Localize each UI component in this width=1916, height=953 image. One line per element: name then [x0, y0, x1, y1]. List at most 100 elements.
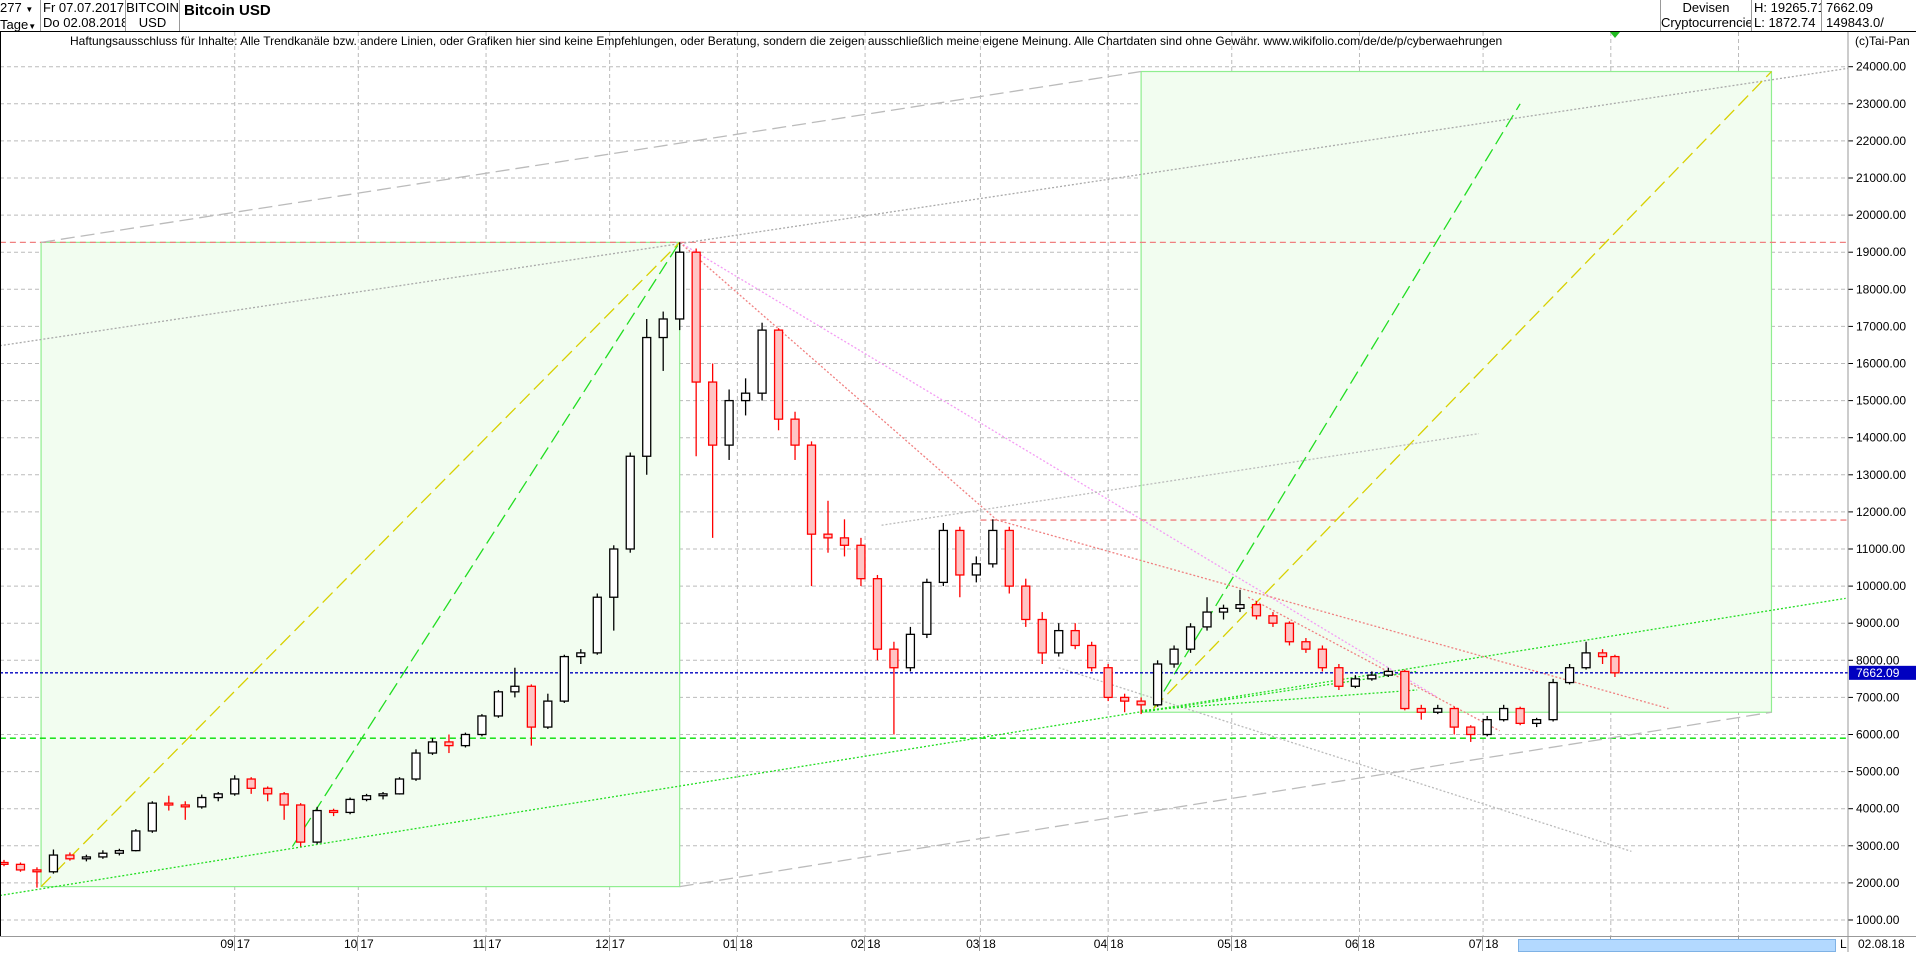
y-tick-label: 7000.00 [1856, 690, 1900, 704]
x-tick-month: 07 [1468, 937, 1483, 951]
y-tick-label: 20000.00 [1856, 208, 1906, 222]
candle-body [0, 861, 9, 865]
candle [1350, 675, 1361, 689]
candle [922, 578, 932, 639]
candle [691, 248, 701, 457]
y-tick-label: 1000.00 [1856, 913, 1900, 927]
period-dropdown[interactable]: Tage▼ [0, 17, 37, 32]
candle [1531, 717, 1542, 728]
trendline[interactable] [0, 58, 1916, 347]
trendline[interactable] [679, 711, 1772, 888]
trendline[interactable] [679, 241, 998, 521]
candle [65, 852, 75, 861]
x-tick-label: 12 17 [592, 937, 628, 951]
bar-count-dropdown[interactable]: 277 ▼ [0, 0, 34, 15]
candle-body [328, 809, 339, 814]
trendline[interactable] [40, 70, 1142, 244]
candle-body [872, 578, 883, 650]
time-scrollbar[interactable] [1518, 939, 1836, 952]
candle-body [905, 633, 916, 669]
zones [40, 70, 1773, 888]
candle [0, 859, 9, 867]
y-tick-label: 17000.00 [1856, 319, 1906, 333]
time-axis: 09 17 10 17 11 17 12 17 01 18 02 18 03 18 04 18 05 18 06 18… [0, 936, 1916, 953]
candle [98, 850, 108, 859]
candle-body [757, 329, 767, 394]
candle-body [32, 869, 42, 873]
trendline[interactable] [0, 597, 1846, 897]
candle-body [790, 418, 800, 446]
date-range[interactable]: Fr 07.07.2017 Do 02.08.2018 [41, 0, 126, 31]
candle-body [444, 741, 454, 747]
candle [411, 749, 421, 781]
candle-body [839, 537, 850, 546]
candle-body [1581, 652, 1591, 669]
candle [1400, 669, 1410, 711]
candle [460, 732, 471, 748]
candle-body [1597, 652, 1608, 658]
candle [263, 786, 273, 802]
candle [889, 641, 899, 735]
candle [1251, 600, 1262, 620]
candle-body [460, 733, 471, 747]
candle [1564, 664, 1575, 685]
candle [1284, 621, 1295, 646]
candle [1449, 706, 1459, 735]
low-value: L: 1872.74 [1754, 15, 1816, 30]
candle [510, 667, 520, 698]
candle-body [988, 529, 998, 565]
trendline[interactable] [679, 241, 1439, 698]
candle-body [1021, 585, 1031, 621]
y-tick-label: 5000.00 [1856, 765, 1900, 779]
zone-rectangle[interactable] [1140, 70, 1773, 713]
candle-body [1610, 655, 1620, 674]
candle [1610, 654, 1620, 677]
candle [180, 801, 190, 820]
candle [394, 777, 405, 795]
candle [1103, 664, 1113, 702]
candle-body [510, 685, 520, 693]
candle-body [1383, 670, 1393, 676]
candle-body [114, 849, 125, 854]
high-low-box: H: 19265.71 L: 1872.74 [1752, 0, 1822, 31]
candle-body [98, 852, 108, 858]
candle [279, 792, 289, 820]
y-tick-label: 2000.00 [1856, 876, 1900, 890]
candle-body [1136, 700, 1146, 706]
candle [625, 452, 635, 553]
candle [675, 242, 685, 331]
symbol-currency: USD [138, 15, 167, 30]
trendline[interactable] [881, 432, 1480, 526]
candle-body [1449, 707, 1459, 728]
candle [444, 734, 454, 754]
candle-body [740, 392, 751, 402]
candle-body [1037, 618, 1047, 654]
y-tick-label: 13000.00 [1856, 468, 1906, 482]
x-tick-year: 17 [357, 937, 374, 951]
candle-body [147, 802, 157, 832]
x-tick-year: 18 [979, 937, 996, 951]
candles [0, 242, 1620, 888]
copyright: (c)Tai-Pan [1855, 34, 1910, 48]
candle-body [246, 778, 256, 789]
trendline[interactable] [40, 241, 681, 888]
candle [48, 849, 59, 874]
price-axis: 1000.00 2000.00 3000.00 4000.00 5000.00 6000.… [1848, 60, 1916, 927]
trendline[interactable] [1152, 103, 1521, 709]
bars-period-selector[interactable]: 277 ▼ Tage▼ [0, 0, 41, 32]
date-from[interactable]: Fr 07.07.2017 [43, 0, 124, 15]
candle-body [658, 318, 668, 339]
candle [1301, 638, 1311, 653]
trendline[interactable] [996, 519, 1669, 710]
x-tick-month: 10 [343, 937, 358, 951]
x-tick-month: 02 [850, 937, 865, 951]
candle-body [806, 444, 817, 535]
y-tick-label: 14000.00 [1856, 431, 1906, 445]
candle-body [1367, 674, 1377, 680]
scroll-end-marker[interactable]: L [1840, 937, 1847, 951]
candle-body [131, 830, 141, 852]
candle-body [164, 802, 174, 806]
date-to[interactable]: Do 02.08.2018 [43, 15, 125, 30]
x-tick-label: 06 18 [1341, 937, 1377, 951]
